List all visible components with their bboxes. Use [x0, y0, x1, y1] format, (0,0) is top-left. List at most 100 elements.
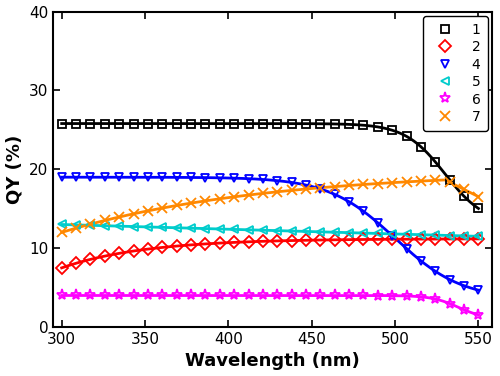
7 — [404, 180, 409, 184]
7 — [318, 185, 324, 190]
2 — [418, 237, 424, 241]
2 — [88, 257, 94, 262]
1 — [404, 134, 409, 139]
1 — [260, 121, 266, 126]
5 — [404, 232, 409, 237]
2 — [260, 239, 266, 244]
2 — [246, 240, 252, 244]
2 — [73, 261, 79, 265]
4 — [389, 233, 395, 238]
5 — [446, 233, 452, 238]
Line: 1: 1 — [58, 120, 482, 212]
7 — [88, 222, 94, 226]
7 — [432, 178, 438, 183]
4 — [231, 176, 237, 180]
6 — [332, 293, 338, 298]
2 — [145, 247, 151, 251]
4 — [188, 175, 194, 180]
7 — [446, 180, 452, 185]
4 — [303, 183, 309, 187]
6 — [446, 301, 452, 306]
6 — [116, 293, 122, 298]
1 — [58, 121, 64, 126]
4 — [476, 288, 482, 293]
5 — [461, 233, 467, 238]
7 — [102, 218, 108, 223]
1 — [346, 122, 352, 127]
5 — [332, 230, 338, 235]
4 — [202, 175, 208, 180]
1 — [288, 121, 294, 126]
7 — [130, 212, 136, 216]
1 — [274, 121, 280, 126]
5 — [116, 224, 122, 228]
6 — [389, 293, 395, 298]
4 — [116, 175, 122, 179]
7 — [418, 179, 424, 183]
6 — [318, 293, 324, 298]
6 — [188, 293, 194, 298]
6 — [88, 293, 94, 298]
4 — [432, 269, 438, 273]
4 — [274, 178, 280, 183]
X-axis label: Wavelength (nm): Wavelength (nm) — [185, 352, 360, 370]
Line: 7: 7 — [57, 176, 484, 237]
5 — [303, 229, 309, 234]
4 — [288, 180, 294, 185]
5 — [174, 226, 180, 230]
2 — [476, 237, 482, 241]
5 — [102, 223, 108, 228]
7 — [360, 182, 366, 187]
1 — [174, 121, 180, 126]
7 — [274, 190, 280, 194]
6 — [274, 293, 280, 298]
2 — [446, 237, 452, 241]
5 — [217, 227, 223, 231]
1 — [188, 121, 194, 126]
6 — [432, 297, 438, 301]
7 — [461, 187, 467, 192]
1 — [432, 160, 438, 164]
4 — [318, 186, 324, 191]
5 — [58, 222, 64, 227]
4 — [246, 176, 252, 181]
5 — [160, 225, 166, 230]
4 — [88, 175, 94, 179]
4 — [260, 177, 266, 182]
6 — [260, 293, 266, 298]
7 — [246, 193, 252, 197]
1 — [375, 125, 381, 129]
5 — [346, 230, 352, 235]
1 — [73, 121, 79, 126]
5 — [130, 224, 136, 229]
6 — [160, 293, 166, 298]
1 — [160, 121, 166, 126]
Legend: 1, 2, 4, 5, 6, 7: 1, 2, 4, 5, 6, 7 — [423, 16, 488, 131]
1 — [145, 121, 151, 126]
6 — [346, 293, 352, 298]
2 — [160, 245, 166, 250]
2 — [404, 237, 409, 241]
1 — [202, 121, 208, 126]
6 — [174, 293, 180, 298]
2 — [303, 238, 309, 243]
2 — [318, 238, 324, 242]
5 — [432, 233, 438, 237]
Line: 5: 5 — [58, 220, 482, 241]
2 — [288, 238, 294, 243]
Line: 2: 2 — [58, 235, 482, 272]
6 — [145, 293, 151, 298]
7 — [58, 230, 64, 235]
1 — [88, 121, 94, 126]
4 — [145, 175, 151, 179]
7 — [346, 183, 352, 188]
6 — [58, 293, 64, 298]
6 — [130, 293, 136, 298]
4 — [375, 221, 381, 225]
7 — [375, 181, 381, 186]
5 — [246, 227, 252, 232]
7 — [332, 184, 338, 189]
7 — [73, 226, 79, 230]
2 — [360, 237, 366, 242]
7 — [174, 203, 180, 208]
